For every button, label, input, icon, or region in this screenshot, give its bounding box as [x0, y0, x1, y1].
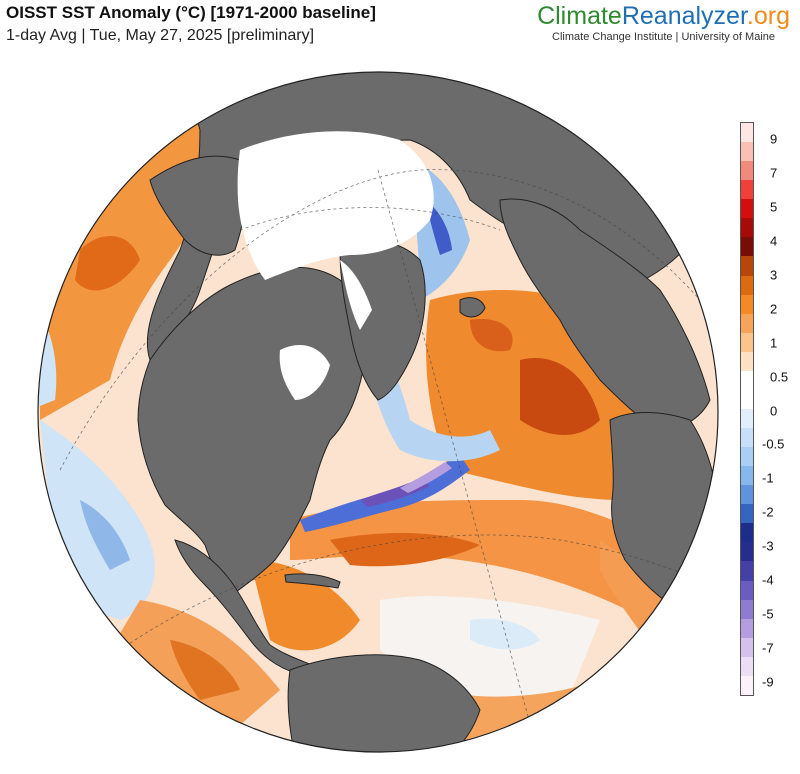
sea-ice [237, 131, 434, 400]
colorbar-label: -4 [762, 572, 774, 588]
colorbar-swatch [741, 332, 753, 352]
colorbar-swatch [741, 618, 753, 638]
colorbar-label: 1 [770, 335, 778, 351]
colorbar-swatch [741, 523, 753, 543]
colorbar-swatch [741, 466, 753, 486]
colorbar-swatch [741, 256, 753, 276]
globe-outline [37, 71, 719, 753]
colorbar-swatch [741, 294, 753, 314]
colorbar [740, 122, 754, 696]
brand-name-reanalyzer: Reanalyzer [621, 2, 747, 30]
colorbar-label: -7 [762, 640, 774, 656]
colorbar-label: 9 [770, 131, 778, 147]
map-title: OISST SST Anomaly (°C) [1971-2000 baseli… [6, 3, 376, 22]
colorbar-swatch [741, 599, 753, 619]
colorbar-swatch [741, 275, 753, 295]
colorbar-label: 7 [770, 165, 778, 181]
colorbar-label: -2 [762, 504, 774, 520]
colorbar-label: -5 [762, 606, 774, 622]
brand-name-climate: Climate [537, 2, 622, 30]
colorbar-label: 0.5 [770, 369, 789, 385]
colorbar-label: 4 [770, 233, 778, 249]
land-cuba [284, 573, 341, 589]
colorbar-swatch [741, 313, 753, 333]
colorbar-swatch [741, 447, 753, 467]
colorbar-label: 3 [770, 267, 778, 283]
brand-name-org: .org [746, 2, 790, 30]
colorbar-swatch [741, 199, 753, 219]
colorbar-label: 2 [770, 301, 778, 317]
colorbar-swatch [741, 428, 753, 448]
colorbar-label: 0 [770, 403, 778, 418]
colorbar-swatch [741, 218, 753, 238]
colorbar-labels: 9 7 5 4 3 2 1 0.5 0 -0.5 -1 -2 -3 -4 -5 -7 -9 [762, 0, 800, 774]
colorbar-label: -9 [762, 674, 774, 690]
colorbar-swatch [741, 123, 753, 143]
colorbar-label: -1 [762, 470, 774, 486]
colorbar-swatch [741, 161, 753, 181]
map-subtitle: 1-day Avg | Tue, May 27, 2025 [prelimina… [6, 27, 315, 44]
colorbar-swatch [741, 656, 753, 676]
colorbar-swatch [741, 142, 753, 162]
colorbar-swatch [741, 351, 753, 371]
colorbar-swatch [741, 580, 753, 600]
colorbar-swatch [741, 180, 753, 200]
colorbar-swatch [741, 389, 753, 409]
land-greenland [339, 240, 426, 401]
colorbar-swatch [741, 408, 753, 428]
colorbar-label: 5 [770, 199, 778, 215]
brand-logo[interactable]: ClimateReanalyzer.org Climate Change Ins… [537, 2, 790, 43]
brand-subtitle: Climate Change Institute | University of… [552, 31, 776, 43]
colorbar-swatch [741, 485, 753, 505]
colorbar-label: -3 [762, 538, 774, 554]
colorbar-swatch [741, 637, 753, 657]
graticule [59, 169, 718, 752]
colorbar-swatch [741, 675, 753, 695]
colorbar-swatch [741, 561, 753, 581]
colorbar-swatch [741, 370, 753, 390]
land-iceland [459, 297, 486, 318]
land-alaska [149, 155, 246, 256]
colorbar-swatch [741, 504, 753, 524]
colorbar-swatch [741, 237, 753, 257]
colorbar-swatch [741, 542, 753, 562]
colorbar-label: -0.5 [762, 436, 785, 452]
brand-name: ClimateReanalyzer.org [537, 2, 790, 30]
